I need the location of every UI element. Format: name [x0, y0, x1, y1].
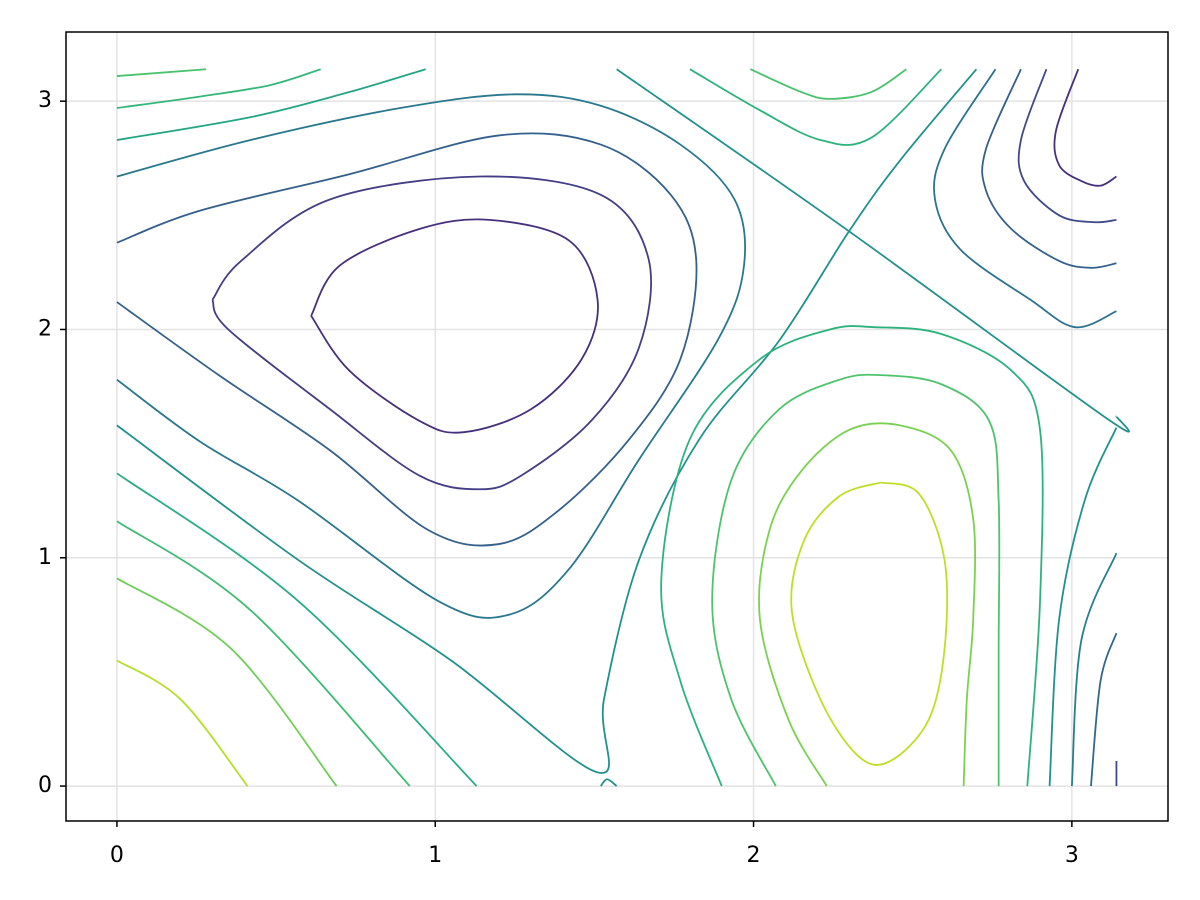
- contour-line: [116, 68, 978, 774]
- contour-line: [116, 577, 338, 787]
- contour-line: [750, 68, 907, 100]
- contour-line: [116, 68, 207, 77]
- contour-line: [933, 68, 1117, 329]
- contour-line: [116, 93, 746, 619]
- y-tick-label: 0: [38, 773, 52, 798]
- x-tick-label: 2: [747, 843, 761, 868]
- contour-line: [1053, 68, 1117, 187]
- contour-line: [116, 520, 411, 787]
- contour-line: [116, 68, 321, 109]
- contour-line: [1048, 427, 1118, 787]
- contour-line: [116, 659, 249, 787]
- x-tick-label: 3: [1065, 843, 1079, 868]
- contour-line: [689, 68, 942, 146]
- contour-line: [116, 68, 426, 141]
- x-tick-label: 0: [110, 843, 124, 868]
- contour-line: [1070, 552, 1118, 787]
- plot-frame: [65, 31, 1169, 822]
- contour-line: [981, 68, 1117, 269]
- contour-line: [616, 68, 1130, 433]
- contour-line: [310, 218, 599, 434]
- y-tick-label: 1: [38, 545, 52, 570]
- contour-line: [711, 373, 1001, 787]
- contour-line: [211, 175, 652, 491]
- x-tick-label: 1: [428, 843, 442, 868]
- contour-line: [1017, 68, 1117, 224]
- y-tick-label: 3: [38, 88, 52, 113]
- contour-line: [116, 132, 698, 547]
- contour-line: [116, 472, 478, 787]
- contour-line: [790, 481, 949, 766]
- contour-line: [600, 778, 618, 787]
- y-tick-label: 2: [38, 316, 52, 341]
- contour-line: [758, 422, 977, 787]
- contour-line: [1090, 632, 1118, 787]
- contour-line: [660, 325, 1044, 787]
